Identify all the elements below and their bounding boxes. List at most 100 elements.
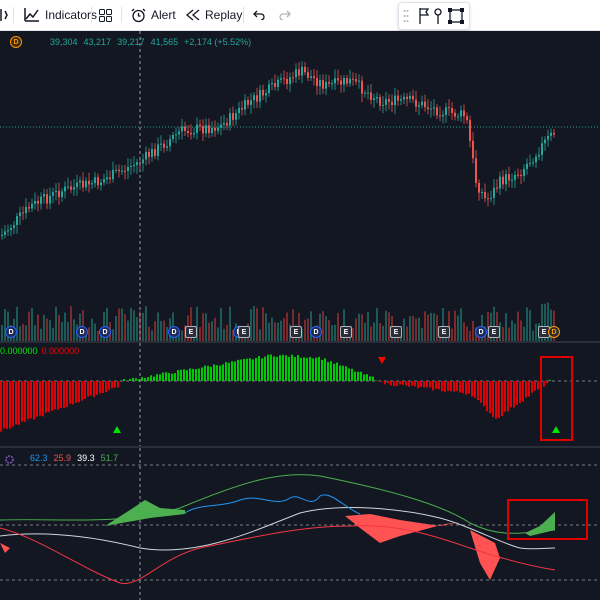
- oscillator-bar: [15, 381, 17, 425]
- oscillator-pane[interactable]: [0, 343, 600, 446]
- dividend-marker[interactable]: D: [99, 326, 111, 338]
- candle: [523, 168, 525, 177]
- candle: [241, 107, 243, 110]
- oscillator-bar: [165, 372, 167, 381]
- candle: [439, 115, 441, 117]
- earnings-marker[interactable]: E: [438, 326, 450, 338]
- oscillator-bar: [306, 357, 308, 381]
- dividend-marker[interactable]: D: [310, 326, 322, 338]
- dividend-marker[interactable]: D: [475, 326, 487, 338]
- oscillator-bar: [372, 376, 374, 381]
- volume-bar: [373, 322, 375, 341]
- candle: [82, 180, 84, 188]
- oscillator-bar: [408, 381, 410, 387]
- interval-badge[interactable]: D: [10, 36, 22, 48]
- indicators-button[interactable]: Indicators: [24, 0, 97, 30]
- candle: [478, 182, 480, 193]
- oscillator-bar: [261, 358, 263, 381]
- candle: [406, 96, 408, 100]
- pane-divider[interactable]: [0, 341, 600, 343]
- volume-bar: [385, 310, 387, 341]
- oscillator-bar: [240, 359, 242, 381]
- candle: [100, 182, 102, 186]
- dividend-marker[interactable]: D: [76, 326, 88, 338]
- candle: [205, 125, 207, 134]
- candle: [349, 78, 351, 84]
- oscillator-bar: [138, 379, 140, 381]
- candle: [370, 92, 372, 100]
- price-chart-pane[interactable]: [0, 31, 600, 341]
- pin-icon[interactable]: [433, 7, 443, 30]
- volume-bar: [301, 329, 303, 341]
- dividend-marker[interactable]: D: [168, 326, 180, 338]
- flag-marker-icon[interactable]: [417, 7, 431, 30]
- pane-divider[interactable]: [0, 446, 600, 448]
- oscillator-bar: [357, 371, 359, 381]
- volume-bar: [547, 302, 549, 341]
- candle: [322, 80, 324, 89]
- volume-bar: [343, 309, 345, 341]
- candle: [271, 83, 273, 85]
- volume-bar: [205, 313, 207, 341]
- earnings-marker[interactable]: E: [238, 326, 250, 338]
- candle: [160, 143, 162, 145]
- candle: [388, 99, 390, 102]
- indicator-settings-icon[interactable]: [4, 454, 15, 465]
- dividend-marker[interactable]: D: [548, 326, 560, 338]
- oscillator-bar: [264, 356, 266, 381]
- osc-value-green: 0.000000: [0, 346, 38, 356]
- dividend-marker[interactable]: D: [5, 326, 17, 338]
- candle: [442, 114, 444, 117]
- alert-button[interactable]: Alert: [131, 0, 176, 30]
- earnings-marker[interactable]: E: [290, 326, 302, 338]
- candle: [430, 108, 432, 110]
- toolbar-edge-icon[interactable]: [0, 0, 8, 30]
- undo-button[interactable]: [253, 0, 265, 30]
- candle: [514, 174, 516, 180]
- volume-bar: [523, 326, 525, 341]
- replay-label: Replay: [205, 8, 243, 22]
- oscillator-bar: [21, 381, 23, 422]
- earnings-marker[interactable]: E: [340, 326, 352, 338]
- oscillator-bar: [351, 368, 353, 381]
- rectangle-tool-icon[interactable]: [447, 7, 465, 30]
- earnings-marker[interactable]: E: [488, 326, 500, 338]
- volume-bar: [529, 310, 531, 341]
- volume-bar: [544, 303, 546, 341]
- volume-bar: [436, 315, 438, 341]
- earnings-marker[interactable]: E: [390, 326, 402, 338]
- oscillator-bar: [312, 358, 314, 381]
- candle: [202, 125, 204, 134]
- drag-handle-icon[interactable]: [403, 9, 409, 28]
- volume-bar: [274, 322, 276, 341]
- highlight-box: [507, 499, 588, 540]
- volume-bar: [118, 308, 120, 341]
- oscillator-bar: [237, 359, 239, 381]
- volume-bar: [283, 318, 285, 341]
- oscillator-bar: [309, 356, 311, 381]
- alarm-clock-icon: [131, 8, 146, 22]
- candle: [427, 107, 429, 110]
- oscillator-bar: [132, 377, 134, 381]
- replay-button[interactable]: Replay: [186, 0, 242, 30]
- volume-bar: [1, 324, 3, 341]
- candle: [157, 144, 159, 157]
- oscillator-bar: [234, 361, 236, 381]
- earnings-marker[interactable]: E: [185, 326, 197, 338]
- candle: [403, 96, 405, 100]
- oscillator-bar: [270, 354, 272, 381]
- oscillator-bar: [210, 366, 212, 381]
- redo-button[interactable]: [279, 0, 291, 30]
- oscillator-bar: [108, 381, 110, 391]
- layouts-button[interactable]: [99, 0, 112, 30]
- candle: [394, 95, 396, 106]
- oscillator-bar: [39, 381, 41, 416]
- oscillator-bar: [72, 381, 74, 405]
- dmi-value-white: 39.3: [77, 453, 95, 463]
- candle: [91, 183, 93, 185]
- volume-bar: [508, 327, 510, 341]
- volume-bar: [28, 311, 30, 341]
- candle: [544, 139, 546, 144]
- candle: [10, 227, 12, 231]
- dmi-pane[interactable]: [0, 448, 600, 600]
